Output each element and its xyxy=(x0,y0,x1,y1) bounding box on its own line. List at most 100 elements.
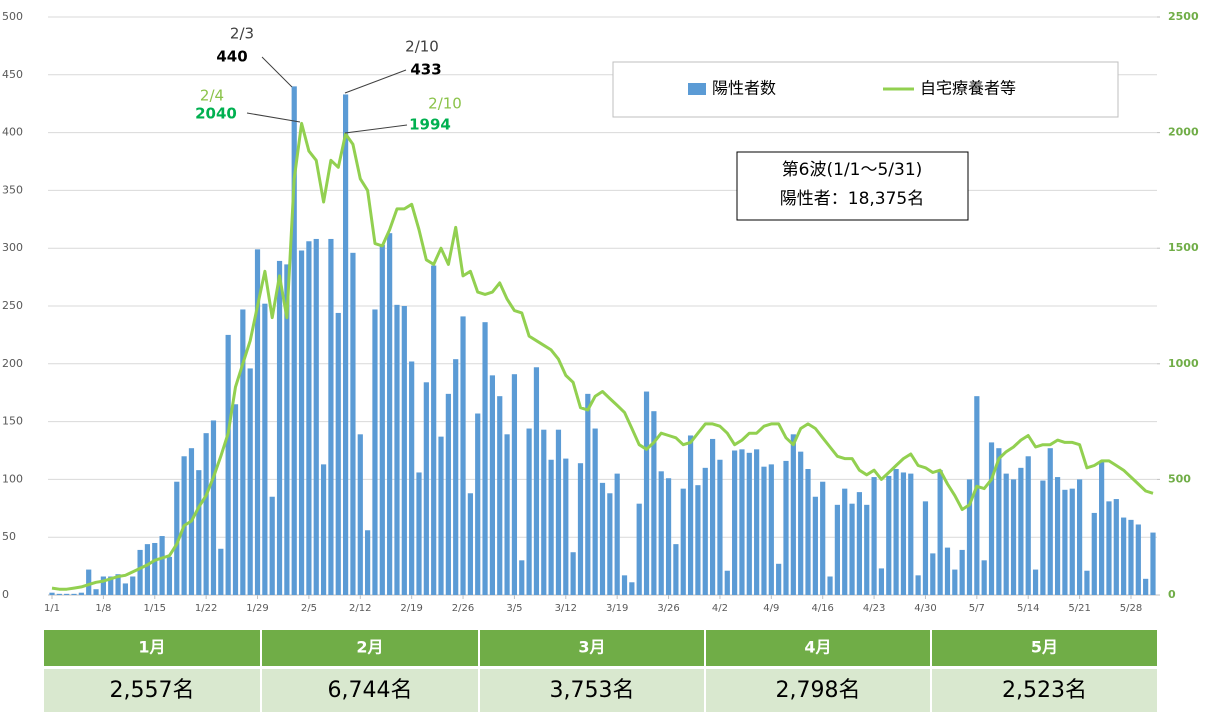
bar xyxy=(379,244,385,595)
info-line: 第6波(1/1～5/31) xyxy=(782,160,923,180)
bar xyxy=(343,94,349,596)
bar xyxy=(893,468,899,595)
bar xyxy=(563,458,569,595)
bar xyxy=(166,556,173,595)
bar xyxy=(1135,524,1141,595)
bar xyxy=(937,470,943,595)
bar xyxy=(915,575,921,595)
bar xyxy=(599,482,606,595)
x-tick-label: 5/21 xyxy=(1068,603,1090,614)
bar xyxy=(886,475,892,595)
bar xyxy=(878,568,885,595)
table-value: 2,798名 xyxy=(776,678,861,703)
bar xyxy=(365,530,371,595)
y-tick-label: 200 xyxy=(2,357,23,370)
bar xyxy=(827,576,833,595)
bar xyxy=(526,428,532,595)
y2-tick-label: 500 xyxy=(1168,472,1191,485)
bar xyxy=(1099,460,1105,595)
bar xyxy=(585,393,591,595)
bar xyxy=(232,404,239,595)
bar xyxy=(56,593,62,595)
bar xyxy=(732,450,738,595)
table-value-cell xyxy=(706,669,930,712)
bar xyxy=(1113,499,1119,595)
x-tick-label: 3/26 xyxy=(657,603,679,614)
bar xyxy=(996,448,1002,595)
table-header: 2月 xyxy=(356,638,383,657)
bar xyxy=(1032,569,1039,595)
x-tick-label: 1/22 xyxy=(195,603,217,614)
bar xyxy=(335,312,341,595)
y-tick-label: 0 xyxy=(2,588,9,601)
bar xyxy=(423,382,429,595)
bar xyxy=(570,552,576,595)
y2-tick-label: 1000 xyxy=(1168,357,1199,370)
bar xyxy=(761,466,767,595)
bar xyxy=(93,589,99,595)
bar xyxy=(746,452,752,595)
bar xyxy=(196,470,202,595)
bar xyxy=(291,86,297,596)
bar xyxy=(210,420,217,595)
bar xyxy=(541,429,547,595)
annotation-value: 433 xyxy=(410,61,441,79)
bar xyxy=(460,316,466,595)
bar xyxy=(225,334,231,595)
bar xyxy=(1025,456,1031,595)
bar xyxy=(790,434,796,595)
bar xyxy=(959,549,965,595)
bar xyxy=(122,583,128,595)
bar xyxy=(475,413,481,595)
annotation-value: 440 xyxy=(216,48,247,66)
table-value: 6,744名 xyxy=(328,678,413,703)
bar xyxy=(1040,480,1046,595)
annotation-date: 2/4 xyxy=(200,87,224,105)
bar xyxy=(152,542,158,595)
y-tick-label: 450 xyxy=(2,68,23,81)
table-header-cell xyxy=(262,630,478,666)
annotation-date: 2/10 xyxy=(405,38,439,56)
bar xyxy=(350,252,356,595)
bar xyxy=(438,436,444,595)
table-value-cell xyxy=(44,669,260,712)
annotation-date: 2/10 xyxy=(428,95,462,113)
x-tick-label: 5/7 xyxy=(969,603,985,614)
annotation-date: 2/3 xyxy=(230,25,254,43)
bar xyxy=(636,503,642,595)
bar xyxy=(981,560,987,595)
x-tick-label: 4/16 xyxy=(811,603,833,614)
bar xyxy=(687,435,694,595)
bar xyxy=(548,459,554,595)
bar xyxy=(497,396,503,595)
bar xyxy=(673,544,679,595)
bar xyxy=(372,309,378,595)
x-tick-label: 4/23 xyxy=(863,603,885,614)
bar xyxy=(658,471,664,595)
x-tick-label: 2/26 xyxy=(452,603,474,614)
x-tick-label: 3/12 xyxy=(555,603,577,614)
bar xyxy=(284,264,290,595)
bar xyxy=(504,434,510,595)
bar xyxy=(489,375,495,595)
bar xyxy=(159,536,165,595)
bar xyxy=(115,574,121,595)
table-value: 2,523名 xyxy=(1002,678,1087,703)
info-line: 陽性者：18,375名 xyxy=(780,189,924,209)
bar xyxy=(629,582,635,595)
table-header-cell xyxy=(44,630,260,666)
y2-tick-label: 0 xyxy=(1168,588,1176,601)
leader-line xyxy=(246,112,301,123)
bar xyxy=(776,563,782,595)
y2-tick-label: 1500 xyxy=(1168,241,1199,254)
x-tick-label: 4/9 xyxy=(763,603,779,614)
bar xyxy=(952,569,958,595)
bar xyxy=(577,463,584,595)
bar xyxy=(467,493,473,595)
bar xyxy=(240,309,246,595)
legend-swatch xyxy=(688,83,706,95)
bar xyxy=(555,429,562,595)
bar xyxy=(174,481,180,595)
bar xyxy=(1062,489,1068,595)
